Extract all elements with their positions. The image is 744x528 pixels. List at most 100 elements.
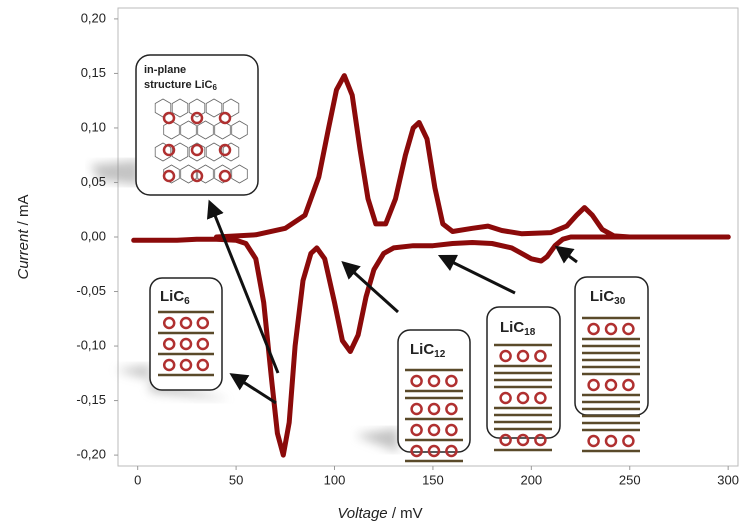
- lattice-icon: [197, 164, 214, 184]
- arrow: [554, 245, 578, 264]
- annotation-box: [135, 54, 259, 196]
- ion-icon: [516, 433, 530, 447]
- lattice-icon: [222, 142, 240, 162]
- x-tick-label: 150: [422, 472, 444, 487]
- arrow: [206, 199, 280, 374]
- ion-icon: [427, 423, 441, 437]
- lattice-icon: [180, 164, 197, 184]
- ion-icon: [190, 169, 204, 183]
- ion-icon: [516, 349, 530, 363]
- ion-icon: [427, 444, 441, 458]
- ion-icon: [427, 374, 441, 388]
- y-tick-label: -0,10: [76, 337, 106, 352]
- annotation-text: LiC6: [160, 288, 190, 307]
- ion-icon: [196, 358, 210, 372]
- y-tick-label: 0,15: [81, 65, 106, 80]
- x-tick-label: 100: [324, 472, 346, 487]
- ion-icon: [534, 433, 547, 447]
- ion-icon: [604, 322, 618, 336]
- ion-icon: [162, 358, 176, 372]
- lattice-icon: [163, 120, 180, 140]
- lattice-icon: [180, 120, 197, 140]
- annotations: in-plane structure LiC6 LiC6 LiC12 LiC18…: [135, 54, 649, 463]
- x-tick-label: 200: [520, 472, 542, 487]
- arrow: [437, 254, 516, 295]
- ion-icon: [218, 111, 232, 125]
- lattice-icon: [214, 120, 231, 140]
- annotation-text: LiC18: [500, 319, 536, 338]
- x-tick-label: 300: [717, 472, 739, 487]
- ion-icon: [604, 378, 618, 392]
- ion-icon: [445, 423, 458, 437]
- ion-icon: [534, 391, 547, 405]
- lattice-icon: [154, 142, 172, 162]
- lattice-icon: [163, 164, 180, 184]
- x-axis-label: Voltage / mV: [337, 505, 422, 522]
- annotation-text: LiC30: [590, 288, 626, 307]
- lattice-icon: [214, 164, 231, 184]
- arrow: [229, 373, 277, 405]
- ion-icon: [587, 322, 600, 336]
- ion-icon: [190, 111, 204, 125]
- ion-icon: [196, 337, 210, 351]
- ion-icon: [179, 316, 193, 330]
- ion-icon: [622, 378, 635, 392]
- ion-icon: [162, 143, 176, 157]
- ion-icon: [410, 444, 423, 458]
- lattice-icon: [231, 120, 248, 140]
- y-tick-label: -0,15: [76, 392, 106, 407]
- ion-icon: [604, 434, 618, 448]
- ion-icon: [445, 444, 458, 458]
- ion-icon: [587, 434, 600, 448]
- ion-icon: [499, 433, 512, 447]
- annotation-text: LiC12: [410, 341, 446, 360]
- ion-icon: [410, 423, 423, 437]
- y-tick-label: 0,00: [81, 228, 106, 243]
- lattice-icon: [231, 164, 248, 184]
- ion-icon: [162, 316, 176, 330]
- lattice-icon: [197, 120, 214, 140]
- ion-icon: [179, 358, 193, 372]
- ion-icon: [190, 143, 204, 157]
- annotation-text: structure LiC6: [144, 79, 217, 92]
- ion-icon: [427, 402, 441, 416]
- x-tick-label: 0: [134, 472, 141, 487]
- arrow: [341, 260, 400, 314]
- lattice-icon: [188, 142, 206, 162]
- ion-icon: [445, 402, 458, 416]
- x-tick-label: 250: [619, 472, 641, 487]
- y-tick-label: -0,05: [76, 283, 106, 298]
- y-tick-label: 0,10: [81, 119, 106, 134]
- shadows: [90, 160, 398, 452]
- cv-curve: [213, 73, 731, 240]
- y-tick-label: -0,20: [76, 447, 106, 462]
- ion-icon: [196, 316, 210, 330]
- ion-icon: [162, 337, 176, 351]
- ion-icon: [445, 374, 458, 388]
- ion-icon: [622, 434, 635, 448]
- ion-icon: [622, 322, 635, 336]
- cv-curve: [131, 234, 731, 458]
- x-tick-label: 50: [229, 472, 243, 487]
- annotation-text: in-plane: [144, 64, 186, 76]
- y-axis-label: Current / mA: [15, 194, 32, 279]
- y-tick-label: 0,20: [81, 10, 106, 25]
- ion-icon: [587, 378, 600, 392]
- ion-icon: [162, 169, 176, 183]
- ion-icon: [499, 391, 512, 405]
- ion-icon: [179, 337, 193, 351]
- ion-icon: [218, 143, 232, 157]
- ion-icon: [410, 402, 423, 416]
- ion-icon: [410, 374, 423, 388]
- lattice-icon: [205, 98, 223, 118]
- ion-icon: [534, 349, 547, 363]
- ion-icon: [499, 349, 512, 363]
- ion-icon: [162, 111, 176, 125]
- ion-icon: [218, 169, 232, 183]
- lattice-icon: [171, 98, 189, 118]
- curves: [131, 73, 731, 458]
- lattice-icon: [188, 98, 206, 118]
- y-tick-label: 0,05: [81, 174, 106, 189]
- ion-icon: [516, 391, 530, 405]
